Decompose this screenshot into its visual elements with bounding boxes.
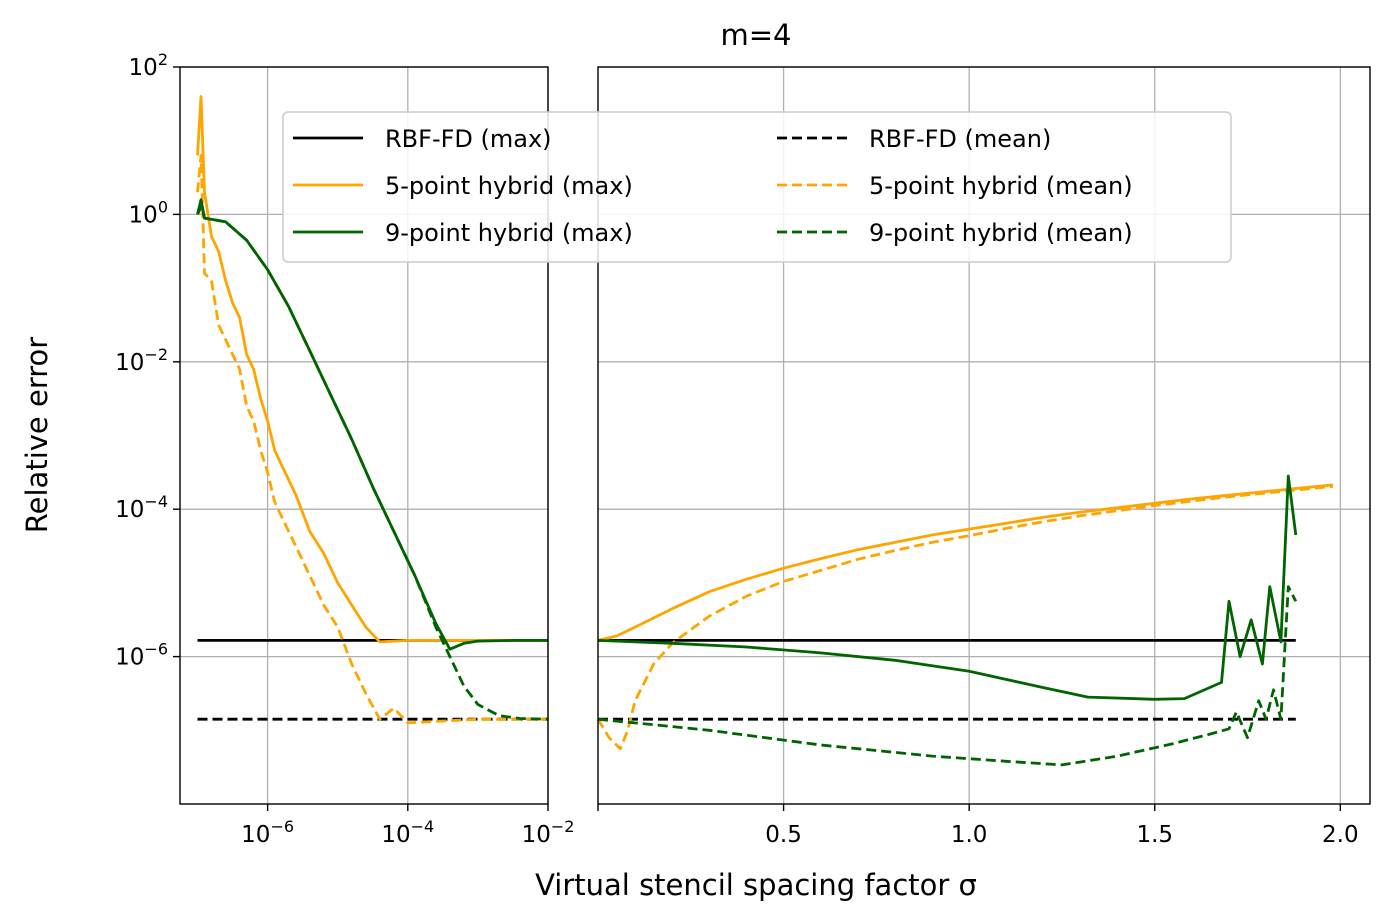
series-5-point-hybrid-max-right xyxy=(597,483,1334,642)
x-tick-label: 2.0 xyxy=(1322,822,1359,848)
y-tick-label: 10−6 xyxy=(115,640,168,671)
series-5-point-hybrid-mean-left xyxy=(196,153,548,725)
series-9-point-hybrid-mean-right xyxy=(597,585,1298,767)
legend-label-rbf-fd-mean: RBF-FD (mean) xyxy=(869,125,1051,153)
y-tick-label: 10−4 xyxy=(115,492,168,523)
y-tick-label: 100 xyxy=(129,197,168,228)
left-panel-frame xyxy=(179,66,549,805)
chart-title: m=4 xyxy=(721,18,792,52)
axis-ticks: 10−6 10−4 10−2 0.5 1.0 1.5 2.0 102 100 10−2 10−4 10… xyxy=(115,50,1358,848)
legend: RBF-FD (max) 5-point hybrid (max) 9-point … xyxy=(282,111,1232,263)
x-tick-label: 1.5 xyxy=(1136,822,1173,848)
series-5-point-hybrid-max-left xyxy=(196,95,548,644)
legend-label-9-point-hybrid-mean: 9-point hybrid (mean) xyxy=(869,219,1133,247)
x-tick-label: 10−6 xyxy=(241,817,294,848)
series-9-point-hybrid-mean-left xyxy=(196,205,549,721)
y-tick-label: 102 xyxy=(129,50,168,81)
x-tick-label: 10−4 xyxy=(381,817,434,848)
legend-label-9-point-hybrid-max: 9-point hybrid (max) xyxy=(385,219,633,247)
legend-label-rbf-fd-max: RBF-FD (max) xyxy=(385,125,552,153)
right-panel-frame xyxy=(597,66,1371,805)
legend-label-5-point-hybrid-mean: 5-point hybrid (mean) xyxy=(869,172,1133,200)
series-9-point-hybrid-max-right xyxy=(597,474,1298,701)
plot-lines xyxy=(196,95,1334,767)
legend-box xyxy=(282,111,1232,263)
series-9-point-hybrid-max-left xyxy=(196,198,548,651)
x-axis-label: Virtual stencil spacing factor σ xyxy=(535,868,977,902)
x-tick-label: 10−2 xyxy=(522,817,575,848)
legend-label-5-point-hybrid-max: 5-point hybrid (max) xyxy=(385,172,633,200)
y-axis-label: Relative error xyxy=(20,337,54,533)
y-tick-label: 10−2 xyxy=(115,345,168,376)
series-5-point-hybrid-mean-right xyxy=(596,485,1334,751)
x-tick-label: 1.0 xyxy=(951,822,988,848)
x-tick-label: 0.5 xyxy=(765,822,802,848)
